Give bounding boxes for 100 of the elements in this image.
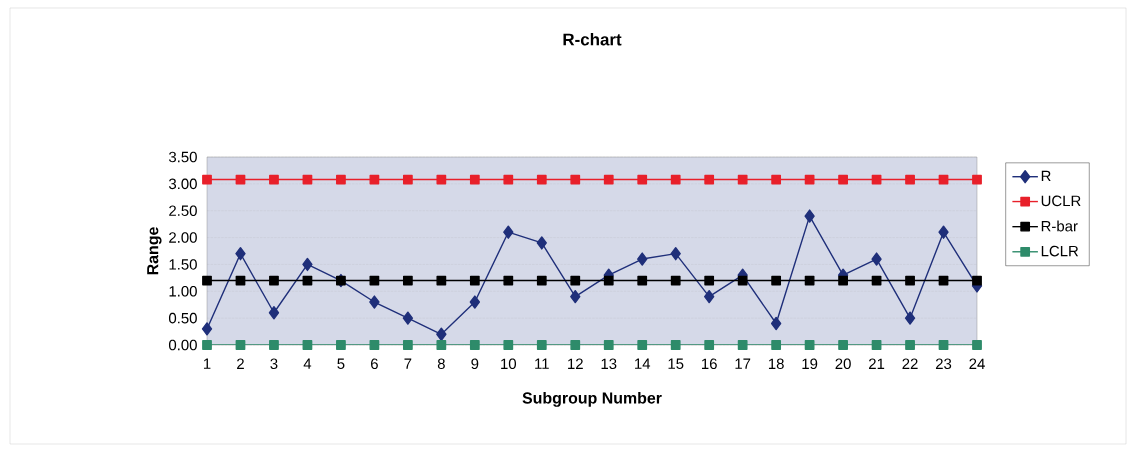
- point: [436, 174, 447, 185]
- y-axis-title: Range: [147, 227, 162, 275]
- x-tick-label: 21: [869, 358, 885, 369]
- y-tick-label: 1.00: [169, 285, 197, 297]
- point: [469, 295, 481, 309]
- point: [938, 340, 949, 350]
- point: [704, 174, 715, 185]
- point: [536, 236, 547, 250]
- point: [302, 257, 313, 272]
- point: [670, 340, 681, 350]
- point: [770, 316, 782, 331]
- point: [938, 225, 949, 239]
- point: [637, 252, 648, 266]
- point: [972, 340, 982, 350]
- point: [302, 340, 313, 350]
- point: [904, 311, 916, 325]
- point: [603, 340, 614, 350]
- point: [570, 174, 581, 185]
- x-tick-label: 15: [668, 358, 684, 369]
- x-tick-label: 7: [404, 358, 412, 369]
- point: [235, 247, 246, 261]
- point: [536, 340, 547, 350]
- point: [202, 174, 212, 185]
- x-tick-label: 3: [270, 358, 278, 370]
- legend-label: LCLR: [1041, 245, 1079, 257]
- point: [704, 289, 715, 304]
- point: [637, 340, 648, 350]
- point: [336, 174, 346, 185]
- point: [436, 340, 447, 350]
- point: [269, 275, 279, 286]
- point: [436, 275, 447, 286]
- point: [905, 340, 915, 350]
- point: [570, 275, 581, 286]
- x-tick-label: 19: [802, 358, 818, 370]
- point: [771, 174, 782, 185]
- y-tick-label: 0.50: [168, 312, 197, 324]
- point: [771, 340, 782, 350]
- point: [369, 340, 380, 350]
- point: [269, 174, 279, 185]
- point: [871, 252, 882, 266]
- x-axis-title: Subgroup Number: [522, 391, 662, 407]
- point: [838, 340, 848, 350]
- point: [202, 340, 212, 350]
- point: [202, 275, 212, 286]
- chart-title: R-chart: [563, 33, 622, 46]
- point: [737, 275, 748, 286]
- y-tick-label: 2.50: [169, 205, 197, 216]
- point: [871, 340, 882, 350]
- x-tick-label: 2: [237, 358, 244, 369]
- point: [570, 340, 581, 350]
- point: [972, 275, 982, 286]
- point: [402, 340, 413, 350]
- x-tick-label: 4: [303, 358, 312, 369]
- point: [670, 174, 681, 185]
- x-tick-label: 12: [568, 358, 583, 369]
- point: [905, 275, 915, 286]
- point: [704, 275, 715, 286]
- point: [503, 340, 514, 350]
- point: [838, 275, 848, 286]
- y-tick-label: 2.00: [169, 232, 197, 243]
- x-tick-label: 5: [337, 358, 345, 369]
- point: [905, 174, 915, 185]
- y-tick-label: 0.00: [168, 339, 197, 351]
- x-tick-label: 1: [203, 358, 211, 369]
- point: [704, 340, 715, 350]
- point: [235, 340, 246, 350]
- point: [336, 340, 346, 350]
- point: [201, 322, 213, 336]
- point: [804, 340, 815, 350]
- point: [637, 275, 648, 286]
- point: [469, 340, 480, 350]
- x-tick-label: 13: [601, 358, 617, 370]
- point: [503, 174, 514, 185]
- y-tick-label: 1.50: [169, 259, 197, 270]
- point: [603, 275, 614, 286]
- point: [838, 174, 848, 185]
- point: [436, 327, 447, 341]
- point: [603, 174, 614, 185]
- point: [737, 340, 748, 350]
- point: [469, 275, 480, 286]
- point: [804, 209, 815, 223]
- x-tick-label: 8: [437, 358, 445, 370]
- x-tick-label: 22: [902, 358, 918, 369]
- x-tick-label: 16: [702, 358, 717, 370]
- point: [670, 275, 681, 286]
- point: [670, 247, 681, 261]
- legend-label: R-bar: [1041, 220, 1078, 232]
- point: [268, 306, 280, 320]
- point: [402, 311, 414, 325]
- y-tick-label: 3.00: [168, 178, 197, 190]
- point: [637, 174, 648, 185]
- x-tick-label: 14: [635, 358, 651, 369]
- x-tick-label: 10: [501, 358, 517, 370]
- point: [402, 174, 413, 185]
- x-tick-label: 6: [371, 358, 378, 370]
- legend-label: R: [1041, 170, 1051, 182]
- x-tick-label: 17: [735, 358, 751, 369]
- x-tick-label: 9: [471, 358, 479, 370]
- x-tick-label: 20: [835, 358, 851, 370]
- point: [972, 174, 982, 185]
